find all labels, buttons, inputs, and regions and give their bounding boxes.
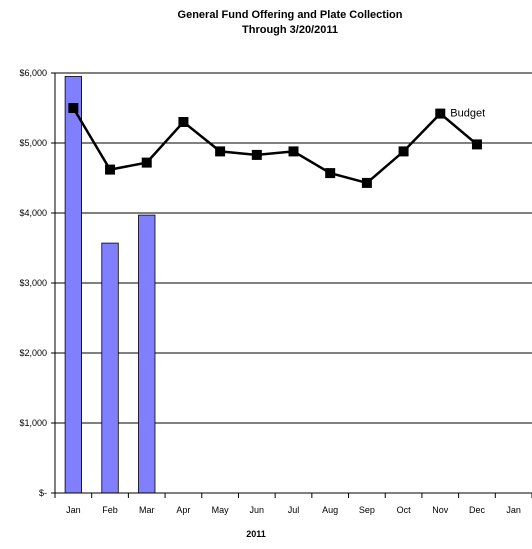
x-tick-label: Apr: [176, 505, 190, 515]
x-tick-label: Jan: [506, 505, 521, 515]
bar-series: [64, 76, 156, 494]
y-tick-label: $1,000: [19, 418, 47, 428]
y-tick-label: $4,000: [19, 208, 47, 218]
y-tick-label: $3,000: [19, 278, 47, 288]
gridlines: [55, 72, 532, 424]
budget-point: [251, 149, 262, 160]
x-tick-label: Feb: [102, 505, 118, 515]
x-tick-label: Aug: [322, 505, 338, 515]
budget-series: [68, 103, 482, 188]
x-tick-label: Mar: [139, 505, 155, 515]
bar: [101, 242, 119, 494]
x-tick-label: May: [212, 505, 230, 515]
annotations: Budget: [450, 108, 485, 120]
y-tick-label: $5,000: [19, 138, 47, 148]
budget-point: [288, 146, 299, 157]
budget-point: [435, 108, 446, 119]
budget-point: [68, 103, 79, 113]
budget-point: [361, 177, 372, 188]
y-tick-label: $6,000: [19, 68, 47, 78]
budget-point: [325, 168, 336, 179]
x-tick-label: Sep: [359, 505, 375, 515]
budget-annotation: Budget: [450, 108, 485, 120]
axes: [51, 72, 532, 498]
budget-point: [105, 164, 116, 175]
x-tick-labels: Jan Feb Mar Apr May Jun Jul Aug Sep Oct Nov Dec Jan: [66, 505, 521, 515]
budget-point: [398, 146, 409, 157]
budget-point: [471, 139, 482, 150]
x-tick-label: Jan: [66, 505, 81, 515]
x-tick-label: Oct: [397, 505, 412, 515]
bar: [138, 214, 156, 494]
x-tick-label: Jun: [250, 505, 265, 515]
x-axis-label: 2011: [246, 529, 266, 539]
budget-point: [141, 157, 152, 168]
x-tick-label: Dec: [469, 505, 486, 515]
x-tick-label: Nov: [432, 505, 449, 515]
budget-point: [215, 146, 226, 157]
y-tick-label: $2,000: [19, 348, 47, 358]
x-tick-label: Jul: [288, 505, 300, 515]
chart-title: General Fund Offering and Plate Collecti…: [178, 9, 403, 21]
chart-subtitle: Through 3/20/2011: [242, 24, 338, 36]
budget-point: [178, 117, 189, 127]
bar: [64, 76, 83, 494]
y-tick-labels: $- $1,000 $2,000 $3,000 $4,000 $5,000 $6,000: [19, 68, 47, 498]
y-tick-label: $-: [39, 488, 47, 498]
budget-line: [72, 107, 478, 185]
